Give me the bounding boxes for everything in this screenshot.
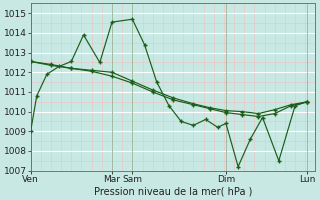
- X-axis label: Pression niveau de la mer( hPa ): Pression niveau de la mer( hPa ): [94, 187, 252, 197]
